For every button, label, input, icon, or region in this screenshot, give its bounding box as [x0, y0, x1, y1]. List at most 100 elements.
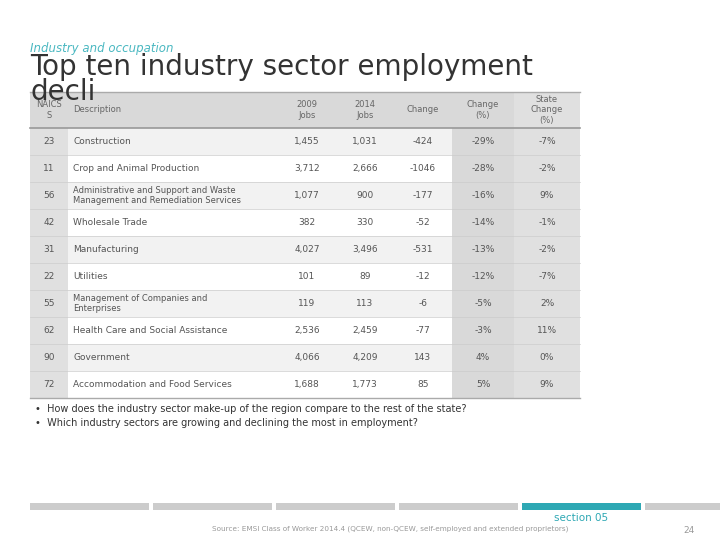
Text: -12: -12 [415, 272, 431, 281]
Text: 0%: 0% [540, 353, 554, 362]
Bar [452, 344, 514, 371]
Text: decli: decli [30, 78, 95, 106]
Text: Health Care and Social Assistance: Health Care and Social Assistance [73, 326, 228, 335]
Bar [514, 290, 580, 317]
Text: -12%: -12% [472, 272, 495, 281]
Text: 89: 89 [359, 272, 371, 281]
Bar [452, 128, 514, 155]
Text: 4,209: 4,209 [352, 353, 378, 362]
Bar [452, 236, 514, 263]
Bar [30, 290, 68, 317]
Text: Administrative and Support and Waste
Management and Remediation Services: Administrative and Support and Waste Man… [73, 186, 241, 205]
Bar [30, 128, 68, 155]
Bar [452, 317, 514, 344]
Text: 1,773: 1,773 [352, 380, 378, 389]
Text: Wholesale Trade: Wholesale Trade [73, 218, 148, 227]
Text: 62: 62 [43, 326, 55, 335]
Text: 2%: 2% [540, 299, 554, 308]
Text: 55: 55 [43, 299, 55, 308]
Text: 3,712: 3,712 [294, 164, 320, 173]
Text: -1%: -1% [538, 218, 556, 227]
Text: 9%: 9% [540, 380, 554, 389]
Text: -2%: -2% [539, 164, 556, 173]
Text: -2%: -2% [539, 245, 556, 254]
Bar [399, 503, 518, 510]
Bar [30, 344, 68, 371]
Text: -13%: -13% [472, 245, 495, 254]
Text: State
Change
(%): State Change (%) [531, 95, 563, 125]
Text: 2009
Jobs: 2009 Jobs [297, 100, 318, 120]
Text: -424: -424 [413, 137, 433, 146]
Bar [452, 155, 514, 182]
Bar [452, 182, 514, 209]
Text: -16%: -16% [472, 191, 495, 200]
Bar [452, 92, 514, 128]
Bar [276, 503, 395, 510]
Text: 23: 23 [43, 137, 55, 146]
Bar [514, 182, 580, 209]
Text: 42: 42 [43, 218, 55, 227]
Text: 9%: 9% [540, 191, 554, 200]
Bar [452, 290, 514, 317]
Text: 4%: 4% [476, 353, 490, 362]
Text: 4,027: 4,027 [294, 245, 320, 254]
Bar [514, 209, 580, 236]
Text: 2,459: 2,459 [352, 326, 378, 335]
Bar [30, 155, 580, 182]
Text: 72: 72 [43, 380, 55, 389]
Text: -531: -531 [413, 245, 433, 254]
Bar [514, 317, 580, 344]
Text: 113: 113 [356, 299, 374, 308]
Text: 4,066: 4,066 [294, 353, 320, 362]
Bar [30, 128, 580, 155]
Bar [30, 371, 580, 398]
Text: 330: 330 [356, 218, 374, 227]
Text: -52: -52 [415, 218, 431, 227]
Bar [514, 344, 580, 371]
Bar [30, 317, 580, 344]
Text: 2014
Jobs: 2014 Jobs [354, 100, 376, 120]
Text: 1,688: 1,688 [294, 380, 320, 389]
Text: 2,666: 2,666 [352, 164, 378, 173]
Bar [30, 209, 68, 236]
Text: 31: 31 [43, 245, 55, 254]
Text: •  How does the industry sector make-up of the region compare to the rest of the: • How does the industry sector make-up o… [35, 404, 467, 414]
Text: 119: 119 [298, 299, 315, 308]
Bar [30, 182, 580, 209]
Bar [645, 503, 720, 510]
Bar [30, 263, 580, 290]
Text: 5%: 5% [476, 380, 490, 389]
Text: Change: Change [407, 105, 439, 114]
Text: -29%: -29% [472, 137, 495, 146]
Bar [514, 371, 580, 398]
Bar [30, 317, 68, 344]
Bar [30, 344, 580, 371]
Text: Government: Government [73, 353, 130, 362]
Bar [30, 263, 68, 290]
Text: NAICS
S: NAICS S [36, 100, 62, 120]
Text: Description: Description [73, 105, 121, 114]
Bar [514, 92, 580, 128]
Text: 11%: 11% [537, 326, 557, 335]
Text: 85: 85 [418, 380, 428, 389]
Bar [514, 128, 580, 155]
Text: 1,455: 1,455 [294, 137, 320, 146]
Text: Accommodation and Food Services: Accommodation and Food Services [73, 380, 232, 389]
Text: Source: EMSI Class of Worker 2014.4 (QCEW, non-QCEW, self-employed and extended : Source: EMSI Class of Worker 2014.4 (QCE… [212, 526, 568, 532]
Bar [452, 209, 514, 236]
Bar [30, 92, 580, 128]
Text: Change
(%): Change (%) [467, 100, 499, 120]
Text: 90: 90 [43, 353, 55, 362]
Text: 56: 56 [43, 191, 55, 200]
Text: -7%: -7% [538, 137, 556, 146]
Bar [522, 503, 641, 510]
Text: -28%: -28% [472, 164, 495, 173]
Bar [514, 155, 580, 182]
Text: 101: 101 [298, 272, 315, 281]
Text: -7%: -7% [538, 272, 556, 281]
Text: Manufacturing: Manufacturing [73, 245, 139, 254]
Text: -6: -6 [418, 299, 428, 308]
Text: Construction: Construction [73, 137, 131, 146]
Text: 1,031: 1,031 [352, 137, 378, 146]
Text: section 05: section 05 [554, 513, 608, 523]
